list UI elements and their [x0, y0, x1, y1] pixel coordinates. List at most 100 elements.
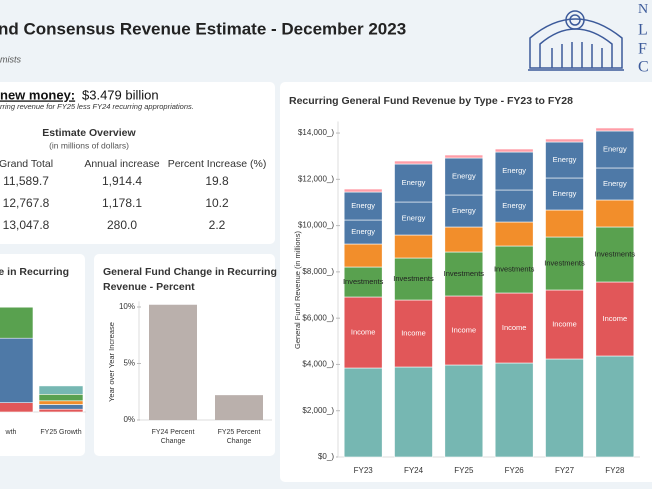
bar-segment [38, 408, 84, 413]
bar-segment [38, 393, 84, 402]
bar-segment [494, 148, 534, 153]
page-title: nd Consensus Revenue Estimate - December… [0, 19, 406, 38]
segment-label: Income [603, 314, 628, 323]
bar-segment [494, 221, 534, 247]
logo-letter: N [638, 2, 648, 17]
bar-segment [494, 189, 534, 223]
table-cell: 1,178.1 [102, 196, 142, 210]
bar-segment [0, 402, 34, 413]
bar-segment [545, 289, 584, 360]
table-cell: 1,914.4 [102, 174, 142, 188]
x-tick-label: FY25 [454, 466, 474, 475]
bar-segment [394, 160, 433, 165]
column-header: Grand Total [0, 158, 53, 170]
bar-segment [38, 400, 84, 405]
segment-label: Energy [603, 144, 627, 153]
segment-label: Investments [444, 269, 485, 278]
bar-segment [394, 234, 433, 259]
x-tick-label: FY28 [605, 466, 625, 475]
segment-label: Energy [452, 171, 476, 180]
logo [528, 10, 624, 71]
x-tick-label: FY24 Percent Change [152, 429, 195, 445]
table-cell: 2.2 [209, 218, 226, 232]
segment-label: Energy [351, 227, 375, 236]
bar-segment [394, 299, 433, 368]
y-tick-label: 5% [123, 359, 135, 368]
segment-label: Energy [553, 155, 577, 164]
bar-segment [38, 404, 84, 410]
logo-letter: C [638, 59, 649, 76]
bar-segment [595, 226, 635, 283]
y-tick-label: $6,000_) [302, 313, 334, 322]
bar-segment [343, 191, 383, 221]
y-tick-label: $12,000_) [298, 174, 334, 183]
y-tick-label: $8,000_) [302, 267, 334, 276]
y-tick-label: 0% [123, 415, 135, 424]
x-tick-label: FY27 [555, 466, 575, 475]
summary-heading: new money: [0, 87, 75, 102]
bar-segment [0, 337, 34, 404]
y-axis-label: Year over Year Increase [107, 322, 116, 402]
x-tick-label: FY25 Percent Change [218, 429, 261, 445]
y-tick-label: $14,000_) [298, 128, 334, 137]
summary-amount: $3.479 billion [82, 87, 159, 102]
segment-label: Energy [351, 201, 375, 210]
y-tick-label: $0_) [318, 452, 334, 461]
bar-segment [394, 366, 433, 458]
bar-segment [595, 167, 635, 201]
x-tick-label: FY23 [354, 466, 374, 475]
bar-segment [444, 364, 484, 458]
bar [215, 395, 263, 420]
bar-segment [444, 194, 484, 228]
segment-label: Energy [603, 179, 627, 188]
bar-segment [343, 296, 383, 369]
column-header: Percent Increase (%) [168, 158, 267, 170]
bar-segment [595, 199, 635, 228]
segment-label: Energy [452, 206, 476, 215]
bar-segment [343, 243, 383, 268]
summary-note: rring revenue for FY25 less FY24 recurri… [0, 102, 194, 111]
bar-segment [343, 367, 383, 458]
bar-segment [494, 245, 534, 294]
y-tick-label: $10,000_) [298, 221, 334, 230]
bar-segment [545, 236, 584, 291]
table-title: Estimate Overview [42, 127, 136, 139]
segment-label: Income [502, 323, 527, 332]
chart-title: General Fund Change in Recurring Revenue … [103, 266, 277, 293]
segment-label: Investments [544, 258, 585, 267]
y-axis-label: General Fund Revenue (in millions) [293, 231, 302, 349]
logo-letter: L [638, 22, 648, 39]
y-tick-label: $4,000_) [302, 360, 334, 369]
bar-segment [343, 188, 383, 193]
logo-letter: F [638, 41, 647, 58]
segment-label: Income [452, 325, 477, 334]
bar-segment [595, 127, 635, 132]
x-tick-label: FY26 [505, 466, 525, 475]
table-cell: 10.2 [205, 196, 229, 210]
segment-label: Investments [494, 264, 535, 273]
bar-segment [545, 177, 584, 211]
bar-segment [545, 138, 584, 143]
bar-segment [545, 358, 584, 458]
segment-label: Investments [393, 274, 434, 283]
bar-segment [444, 226, 484, 253]
segment-label: Energy [553, 189, 577, 198]
bar-segment [595, 281, 635, 357]
bar-segment [444, 251, 484, 297]
bar-segment [38, 385, 84, 395]
x-tick-label: wth [5, 429, 17, 436]
column-header: Annual increase [84, 158, 159, 170]
x-tick-label: FY25 Growth [40, 429, 81, 436]
panel [0, 82, 275, 244]
segment-label: Energy [402, 214, 426, 223]
segment-label: Income [552, 319, 577, 328]
table-subtitle: (in millions of dollars) [49, 140, 129, 150]
bar-segment [394, 257, 433, 301]
segment-label: Investments [595, 249, 636, 258]
x-tick-label: FY24 [404, 466, 424, 475]
bar-segment [494, 292, 534, 364]
segment-label: Investments [343, 277, 384, 286]
segment-label: Income [401, 328, 426, 337]
bar [149, 304, 197, 420]
